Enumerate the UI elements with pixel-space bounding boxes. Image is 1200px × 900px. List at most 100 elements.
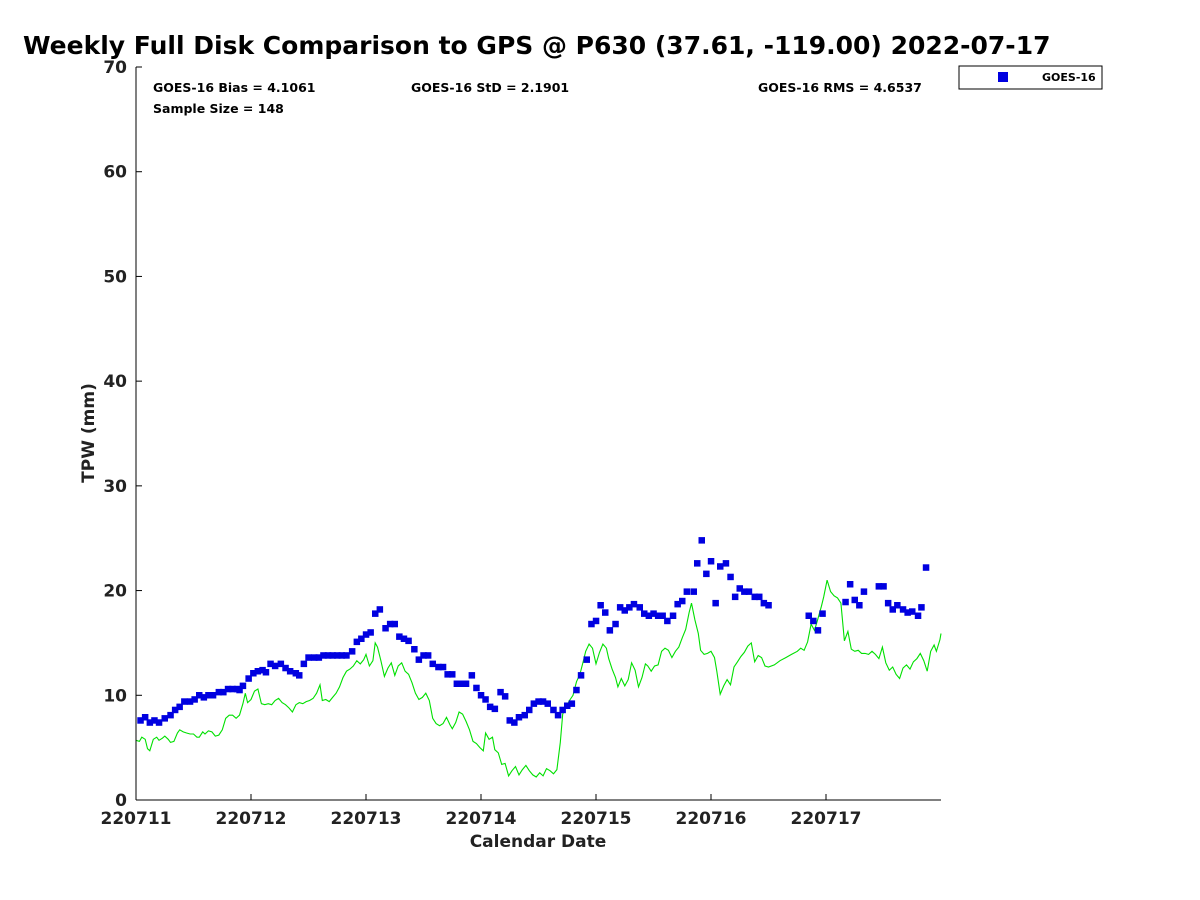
y-tick-label: 70	[103, 58, 127, 78]
goes16-data-point	[277, 660, 285, 668]
goes16-data-point	[630, 600, 638, 608]
axes	[135, 67, 941, 801]
y-ticks: 0 10 20 30 40 50 60 70	[103, 58, 142, 811]
goes16-data-point	[506, 717, 513, 724]
goes16-data-point	[411, 646, 418, 653]
goes16-data-point	[884, 599, 892, 607]
goes16-data-point	[439, 663, 447, 671]
goes16-data-point	[559, 706, 566, 714]
goes16-data-point	[904, 609, 911, 616]
goes16-data-point	[641, 610, 648, 617]
goes16-data-point	[482, 696, 489, 703]
goes16-data-point	[250, 670, 257, 677]
goes16-data-point	[245, 675, 252, 682]
goes16-data-point	[717, 563, 724, 570]
goes16-data-point	[362, 631, 370, 638]
goes16-marker-layer	[137, 537, 930, 726]
goes16-data-point	[583, 656, 590, 663]
goes16-data-point	[444, 671, 451, 678]
goes16-data-point	[300, 660, 308, 668]
goes16-data-point	[429, 660, 436, 668]
goes16-data-point	[889, 606, 896, 613]
goes16-data-point	[458, 680, 465, 687]
goes16-data-point	[209, 692, 217, 699]
goes16-data-point	[669, 612, 677, 619]
goes16-data-point	[311, 654, 318, 661]
goes16-data-point	[146, 719, 154, 726]
goes16-data-point	[141, 714, 149, 721]
goes16-data-point	[215, 688, 223, 696]
goes16-data-point	[220, 688, 227, 696]
goes16-data-point	[186, 698, 194, 705]
goes16-data-point	[315, 654, 323, 661]
goes16-data-point	[329, 652, 336, 659]
goes16-data-point	[756, 593, 763, 601]
goes16-data-point	[577, 672, 585, 679]
goes16-data-point	[654, 612, 662, 619]
goes16-data-point	[805, 612, 812, 619]
goes16-data-point	[305, 654, 312, 661]
goes16-data-point	[282, 664, 289, 672]
goes16-data-point	[239, 682, 247, 690]
goes16-data-point	[535, 698, 542, 705]
goes16-data-point	[765, 602, 772, 609]
goes16-data-point	[224, 685, 232, 693]
goes16-data-point	[616, 604, 624, 611]
goes16-data-point	[530, 700, 538, 707]
goes16-data-point	[497, 688, 504, 696]
goes16-data-point	[707, 558, 715, 565]
goes16-data-point	[137, 717, 144, 724]
goes16-data-point	[468, 672, 476, 679]
gps-line-layer	[135, 579, 942, 778]
x-ticks: 220711 220712 220713 220714 220715 220716 2207…	[101, 794, 861, 829]
chart-title: Weekly Full Disk Comparison to GPS @ P63…	[23, 31, 1050, 60]
goes16-data-point	[722, 560, 730, 567]
goes16-data-point	[320, 652, 327, 659]
goes16-data-point	[875, 583, 883, 590]
goes16-data-point	[751, 593, 758, 601]
goes16-data-point	[645, 612, 653, 619]
goes16-data-point	[564, 702, 571, 709]
y-tick-label: 20	[103, 582, 127, 602]
goes16-data-point	[424, 652, 432, 659]
goes16-data-point	[196, 692, 203, 699]
goes16-data-point	[358, 635, 365, 642]
x-axis-label: Calendar Date	[470, 832, 607, 852]
goes16-data-point	[690, 588, 697, 595]
y-tick-label: 60	[103, 163, 127, 183]
y-tick-label: 50	[103, 267, 127, 287]
goes16-data-point	[367, 629, 374, 636]
goes16-data-point	[606, 627, 614, 634]
goes16-data-point	[205, 692, 212, 699]
goes16-data-point	[588, 620, 595, 628]
goes16-data-point	[727, 573, 734, 581]
goes16-data-point	[736, 585, 743, 592]
x-tick-label: 220716	[676, 809, 747, 829]
goes16-data-point	[703, 570, 710, 578]
gps-tpw-line	[135, 579, 942, 778]
goes16-data-point	[151, 717, 158, 724]
legend-marker-swatch	[998, 72, 1008, 82]
goes16-data-point	[683, 588, 691, 595]
goes16-data-point	[372, 610, 379, 617]
stat-std: GOES-16 StD = 2.1901	[411, 80, 569, 95]
goes16-data-point	[539, 698, 547, 705]
x-tick-label: 220714	[446, 809, 517, 829]
goes16-data-point	[271, 662, 279, 670]
goes16-data-point	[659, 612, 666, 619]
goes16-data-point	[550, 706, 557, 714]
goes16-data-point	[526, 706, 533, 714]
y-tick-label: 0	[115, 791, 127, 811]
goes16-data-point	[382, 625, 389, 632]
goes16-data-point	[851, 596, 858, 604]
x-tick-label: 220715	[561, 809, 632, 829]
goes16-data-point	[554, 711, 562, 719]
goes16-data-point	[200, 694, 208, 701]
goes16-data-point	[267, 660, 274, 668]
goes16-data-point	[477, 692, 485, 699]
goes16-data-point	[544, 700, 551, 707]
goes16-data-point	[694, 560, 701, 567]
goes16-data-point	[376, 606, 384, 613]
goes16-data-point	[171, 706, 179, 714]
goes16-data-point	[396, 633, 403, 640]
